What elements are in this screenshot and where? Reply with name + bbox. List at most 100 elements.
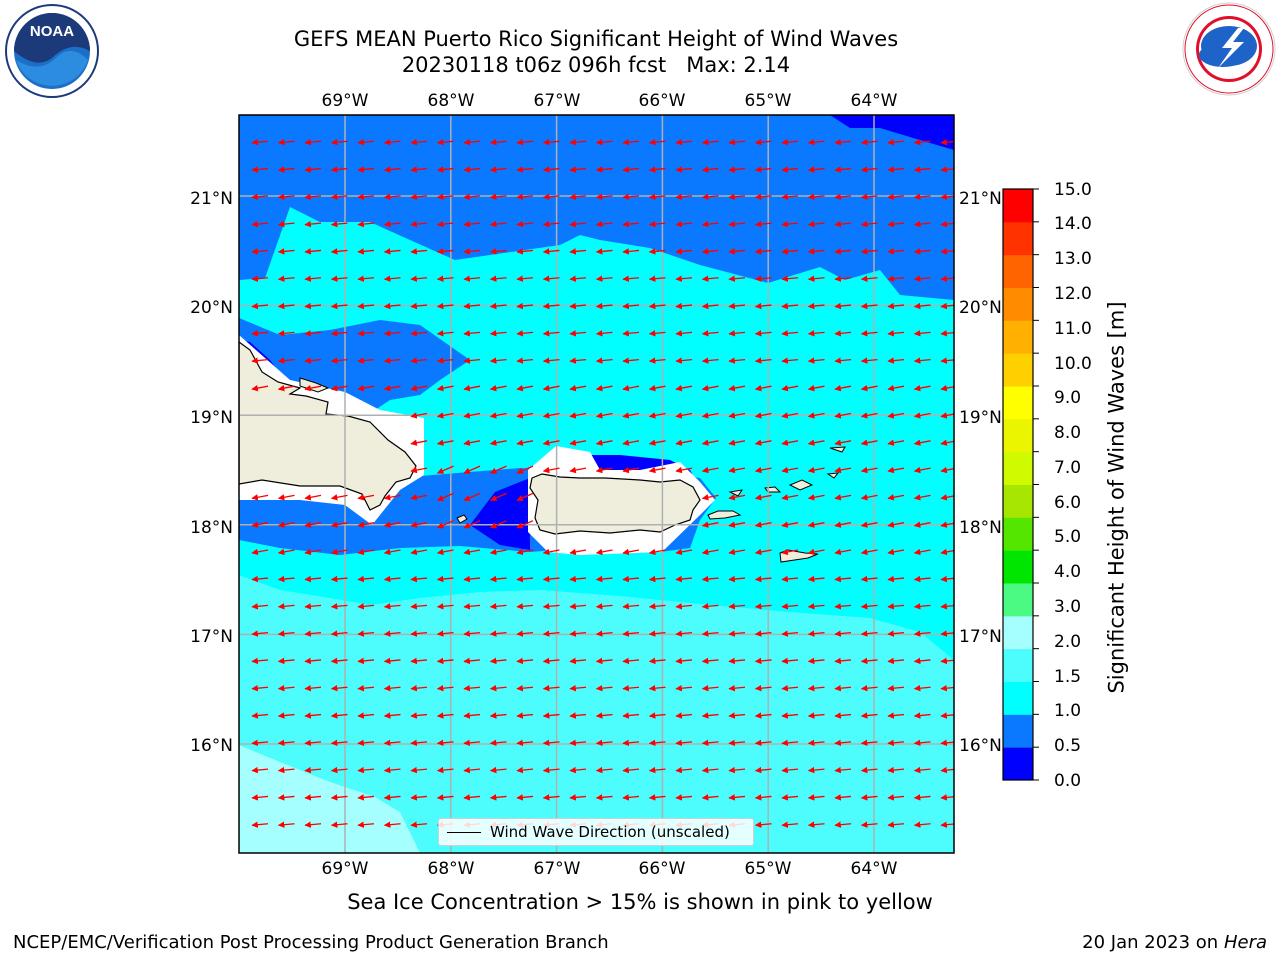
wave-direction-arrow (860, 166, 878, 173)
wave-direction-arrow (622, 657, 640, 665)
wave-direction-arrow (595, 794, 613, 801)
wave-direction-arrow (913, 302, 931, 310)
wave-direction-arrow (357, 657, 375, 665)
wave-direction-arrow (834, 357, 852, 364)
colorbar-tick-label: 10.0 (1054, 354, 1092, 374)
wave-direction-arrow (489, 439, 507, 446)
wave-direction-arrow (463, 657, 481, 665)
colorbar-segment (1003, 747, 1033, 781)
wave-direction-arrow (622, 630, 640, 637)
wave-direction-arrow (251, 712, 269, 719)
wave-direction-arrow (834, 521, 852, 528)
wave-direction-arrow (383, 275, 401, 282)
wave-direction-arrow (675, 684, 693, 692)
wave-direction-arrow (277, 630, 295, 637)
colorbar-segment (1003, 484, 1033, 518)
wave-direction-arrow (277, 302, 295, 310)
wave-direction-arrow (834, 193, 852, 201)
wave-direction-arrow (754, 412, 772, 419)
wave-direction-arrow (436, 248, 454, 255)
wave-direction-arrow (675, 766, 693, 774)
wave-direction-arrow (330, 275, 348, 282)
wave-direction-arrow (622, 548, 640, 556)
wave-direction-arrow (489, 684, 507, 692)
wave-direction-arrow (728, 220, 746, 228)
wave-direction-arrow (648, 794, 666, 801)
wave-direction-arrow (860, 794, 878, 801)
wave-direction-arrow (728, 684, 746, 692)
wave-direction-arrow (383, 302, 401, 310)
wave-direction-arrow (781, 684, 799, 692)
wave-direction-arrow (675, 412, 693, 419)
wave-direction-arrow (622, 766, 640, 774)
wave-direction-arrow (330, 248, 348, 255)
wave-direction-arrow (436, 412, 454, 419)
wave-direction-arrow (913, 630, 931, 637)
wave-direction-arrow (701, 684, 719, 692)
wave-direction-arrow (860, 384, 878, 392)
colorbar-segment (1003, 418, 1033, 453)
wave-direction-arrow (463, 575, 481, 583)
wave-direction-arrow (330, 794, 348, 801)
wave-direction-arrow (940, 794, 954, 801)
wave-direction-arrow (277, 521, 295, 528)
wave-direction-arrow (304, 248, 322, 255)
wave-direction-arrow (754, 766, 772, 774)
wave-direction-arrow (701, 357, 719, 364)
wave-direction-arrow (807, 575, 825, 583)
colorbar-segment (1003, 386, 1033, 420)
wave-direction-arrow (542, 548, 560, 556)
wave-direction-arrow (940, 521, 954, 528)
lat-label-left: 16°N (190, 736, 233, 756)
lat-label-right: 16°N (959, 736, 1002, 756)
wave-direction-arrow (728, 357, 746, 364)
wave-direction-arrow (357, 630, 375, 637)
wave-direction-arrow (622, 412, 640, 419)
wave-direction-arrow (834, 548, 852, 556)
wave-direction-arrow (357, 521, 375, 528)
wave-direction-arrow (701, 412, 719, 419)
wave-direction-arrow (516, 739, 534, 747)
wave-direction-arrow (542, 766, 560, 774)
wave-direction-arrow (463, 712, 481, 719)
wave-direction-arrow (251, 657, 269, 665)
wave-direction-arrow (569, 575, 587, 583)
wave-direction-arrow (675, 794, 693, 801)
wave-direction-arrow (542, 193, 560, 201)
wave-direction-arrow (383, 712, 401, 719)
wave-direction-arrow (277, 166, 295, 173)
wave-direction-arrow (595, 412, 613, 419)
colorbar-title: Significant Height of Wind Waves [m] (1104, 301, 1129, 694)
wave-direction-arrow (436, 794, 454, 801)
wave-direction-arrow (569, 466, 587, 474)
wave-direction-arrow (807, 275, 825, 282)
wave-direction-arrow (436, 712, 454, 719)
wave-direction-arrow (569, 330, 587, 337)
wave-direction-arrow (834, 275, 852, 282)
wave-direction-arrow (781, 439, 799, 446)
wave-direction-arrow (569, 384, 587, 392)
wave-direction-arrow (304, 302, 322, 310)
wave-direction-arrow (251, 521, 269, 528)
wave-direction-arrow (887, 630, 905, 637)
wave-direction-arrow (436, 302, 454, 310)
wave-direction-arrow (463, 520, 481, 529)
wave-direction-arrow (728, 275, 746, 282)
colorbar-tick-label: 13.0 (1054, 249, 1092, 269)
wave-direction-arrow (754, 166, 772, 173)
wave-direction-arrow (781, 138, 799, 146)
wave-direction-arrow (887, 412, 905, 419)
wave-direction-arrow (781, 193, 799, 201)
wave-direction-arrow (489, 739, 507, 747)
wave-direction-arrow (648, 302, 666, 310)
wave-direction-arrow (277, 330, 295, 337)
wave-direction-arrow (410, 193, 428, 201)
wave-direction-arrow (304, 794, 322, 801)
wave-direction-arrow (807, 384, 825, 392)
wave-direction-arrow (807, 794, 825, 801)
wave-direction-arrow (807, 739, 825, 747)
wave-direction-arrow (807, 548, 825, 556)
wave-direction-arrow (675, 302, 693, 310)
wave-direction-arrow (357, 603, 375, 610)
